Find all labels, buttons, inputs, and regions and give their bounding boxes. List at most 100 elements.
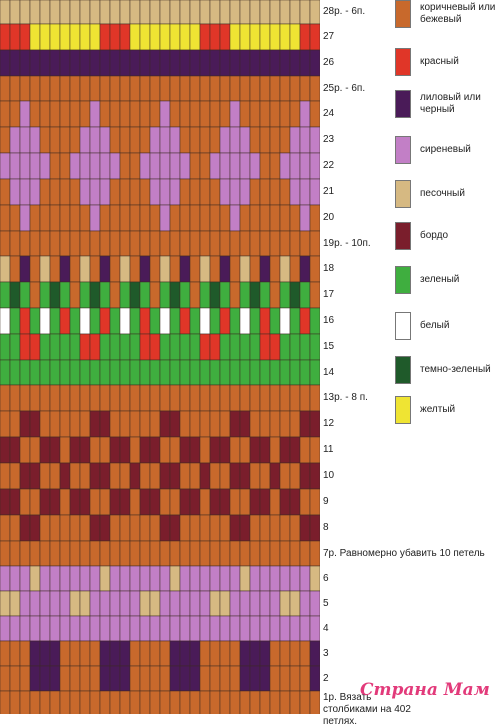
stitch-cell	[309, 540, 320, 567]
stitch-cell	[129, 410, 141, 438]
stitch-cell	[59, 281, 71, 309]
stitch-cell	[99, 204, 111, 232]
stitch-cell	[189, 152, 201, 180]
stitch-cell	[179, 462, 191, 490]
stitch-cell	[29, 0, 41, 25]
stitch-cell	[169, 333, 181, 361]
stitch-cell	[9, 640, 21, 667]
stitch-cell	[69, 255, 81, 283]
stitch-cell	[309, 204, 320, 232]
stitch-cell	[9, 690, 21, 714]
legend-label: бордо	[420, 230, 449, 241]
stitch-cell	[289, 665, 301, 692]
stitch-cell	[259, 359, 271, 386]
stitch-cell	[239, 384, 251, 412]
stitch-cell	[149, 410, 161, 438]
stitch-cell	[139, 462, 151, 490]
stitch-cell	[209, 49, 221, 77]
stitch-cell	[49, 640, 61, 667]
stitch-cell	[89, 359, 101, 386]
row-label-23: 23	[323, 134, 335, 145]
stitch-cell	[99, 49, 111, 77]
stitch-cell	[309, 152, 320, 180]
stitch-cell	[179, 230, 191, 257]
stitch-cell	[279, 100, 291, 128]
stitch-cell	[69, 462, 81, 490]
stitch-cell	[99, 690, 111, 714]
stitch-cell	[119, 100, 131, 128]
stitch-cell	[219, 0, 231, 25]
stitch-cell	[39, 590, 51, 617]
stitch-cell	[39, 178, 51, 206]
stitch-cell	[229, 665, 241, 692]
stitch-cell	[9, 255, 21, 283]
stitch-cell	[39, 204, 51, 232]
row-label-11: 11	[323, 444, 334, 455]
stitch-cell	[299, 410, 311, 438]
stitch-cell	[69, 333, 81, 361]
stitch-cell	[129, 462, 141, 490]
stitch-cell	[289, 565, 301, 592]
stitch-cell	[279, 0, 291, 25]
stitch-cell	[79, 540, 91, 567]
stitch-cell	[0, 75, 11, 102]
stitch-cell	[229, 462, 241, 490]
stitch-cell	[159, 126, 171, 154]
stitch-cell	[169, 384, 181, 412]
stitch-cell	[289, 488, 301, 516]
stitch-cell	[219, 690, 231, 714]
stitch-cell	[249, 410, 261, 438]
stitch-cell	[189, 49, 201, 77]
stitch-cell	[0, 49, 11, 77]
chart-row-4	[0, 615, 320, 642]
stitch-cell	[119, 359, 131, 386]
stitch-cell	[89, 590, 101, 617]
stitch-cell	[0, 230, 11, 257]
stitch-cell	[189, 436, 201, 464]
stitch-cell	[139, 23, 151, 51]
stitch-cell	[59, 384, 71, 412]
stitch-cell	[149, 665, 161, 692]
stitch-cell	[69, 307, 81, 335]
stitch-cell	[109, 462, 121, 490]
stitch-cell	[179, 488, 191, 516]
stitch-cell	[29, 488, 41, 516]
stitch-cell	[109, 665, 121, 692]
stitch-cell	[279, 178, 291, 206]
stitch-cell	[99, 75, 111, 102]
stitch-cell	[289, 514, 301, 542]
stitch-cell	[309, 307, 320, 335]
stitch-cell	[139, 126, 151, 154]
stitch-cell	[99, 615, 111, 642]
stitch-cell	[29, 307, 41, 335]
stitch-cell	[289, 384, 301, 412]
stitch-cell	[139, 49, 151, 77]
stitch-cell	[179, 615, 191, 642]
stitch-cell	[0, 384, 11, 412]
stitch-cell	[119, 665, 131, 692]
stitch-cell	[79, 565, 91, 592]
stitch-cell	[59, 126, 71, 154]
stitch-cell	[0, 23, 11, 51]
stitch-cell	[269, 230, 281, 257]
stitch-cell	[239, 565, 251, 592]
stitch-cell	[189, 178, 201, 206]
stitch-cell	[129, 359, 141, 386]
stitch-cell	[139, 384, 151, 412]
stitch-cell	[159, 359, 171, 386]
stitch-cell	[49, 590, 61, 617]
stitch-cell	[289, 436, 301, 464]
stitch-cell	[239, 126, 251, 154]
stitch-cell	[229, 75, 241, 102]
row-label-26: 26	[323, 57, 335, 68]
stitch-cell	[189, 0, 201, 25]
stitch-cell	[79, 690, 91, 714]
stitch-cell	[199, 230, 211, 257]
stitch-cell	[169, 100, 181, 128]
stitch-cell	[189, 384, 201, 412]
stitch-cell	[189, 307, 201, 335]
legend-swatch	[395, 48, 411, 76]
stitch-cell	[49, 126, 61, 154]
stitch-cell	[0, 640, 11, 667]
stitch-cell	[39, 23, 51, 51]
